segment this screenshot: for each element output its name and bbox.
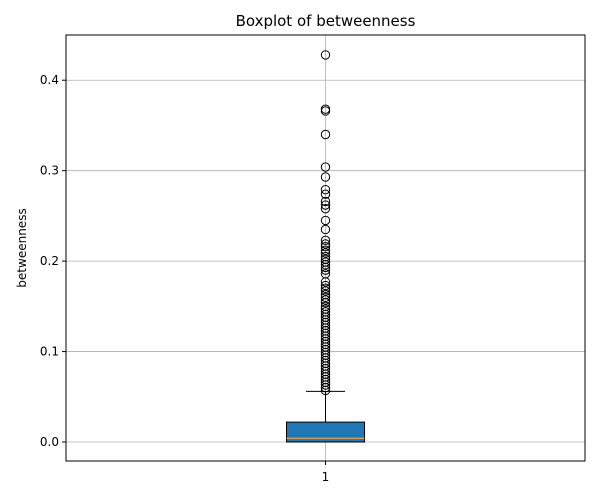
outlier-point [320, 295, 331, 305]
outlier-point [320, 277, 331, 287]
y-axis-label: betweenness [15, 208, 29, 287]
outlier-point [320, 200, 331, 210]
outlier-point [320, 184, 331, 195]
outlier-point [320, 50, 331, 60]
y-tick-label: 0.2 [40, 254, 59, 268]
outlier-point [320, 280, 331, 291]
outlier-point [320, 283, 331, 293]
outlier-point [320, 162, 331, 172]
box-iqr [286, 421, 365, 443]
outlier-point [320, 189, 331, 199]
outlier-point [320, 265, 331, 275]
outlier-point [320, 385, 331, 396]
y-tick-label: 0.3 [40, 164, 59, 178]
outlier-point [320, 298, 331, 308]
outlier-point [320, 129, 331, 140]
outlier-point [320, 241, 331, 252]
outlier-point [320, 380, 331, 390]
tick-layer: 0.0 0.1 0.2 0.3 0.4 1 [40, 73, 329, 484]
outlier-point [320, 292, 331, 302]
outlier-point [320, 383, 331, 393]
chart-title: Boxplot of betweenness [236, 12, 416, 30]
outlier-point [320, 235, 331, 246]
outlier-point [320, 248, 331, 258]
box-layer [286, 390, 365, 443]
y-tick-label: 0.1 [40, 345, 59, 359]
outlier-point [320, 239, 331, 249]
outlier-layer [320, 50, 331, 396]
outlier-point [320, 262, 331, 273]
outlier-point [320, 245, 331, 255]
x-tick-label: 1 [322, 470, 330, 484]
outlier-point [320, 215, 331, 226]
y-tick-label: 0.0 [40, 435, 59, 449]
outlier-point [320, 106, 331, 116]
outlier-point [320, 260, 331, 270]
outlier-point [320, 224, 331, 235]
outlier-point [320, 286, 331, 296]
outlier-point [320, 196, 331, 207]
outlier-point [320, 172, 331, 182]
y-tick-label: 0.4 [40, 73, 59, 87]
outlier-point [320, 203, 331, 214]
